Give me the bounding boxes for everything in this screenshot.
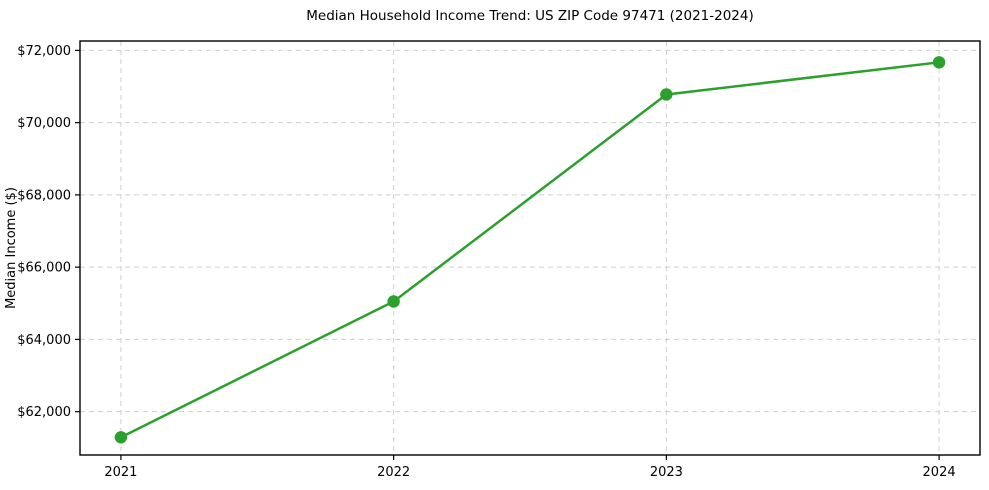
data-point (387, 295, 400, 308)
trend-line (119, 61, 941, 439)
plot-border (79, 40, 981, 456)
data-point (114, 431, 128, 444)
x-tick-label: 2023 (650, 465, 683, 480)
y-tick-label: $68,000 (17, 188, 71, 203)
y-tick-label: $72,000 (17, 44, 71, 59)
x-tick-label: 2024 (923, 465, 956, 480)
y-tick-label: $66,000 (17, 261, 71, 276)
y-tick-label: $62,000 (17, 405, 71, 420)
x-tick-label: 2022 (377, 465, 410, 480)
y-tick-label: $70,000 (17, 116, 71, 131)
data-point (660, 88, 673, 101)
x-tick-label: 2021 (104, 465, 137, 480)
chart-title: Median Household Income Trend: US ZIP Co… (306, 8, 754, 24)
y-tick-label: $64,000 (17, 333, 71, 348)
data-point (932, 56, 946, 69)
